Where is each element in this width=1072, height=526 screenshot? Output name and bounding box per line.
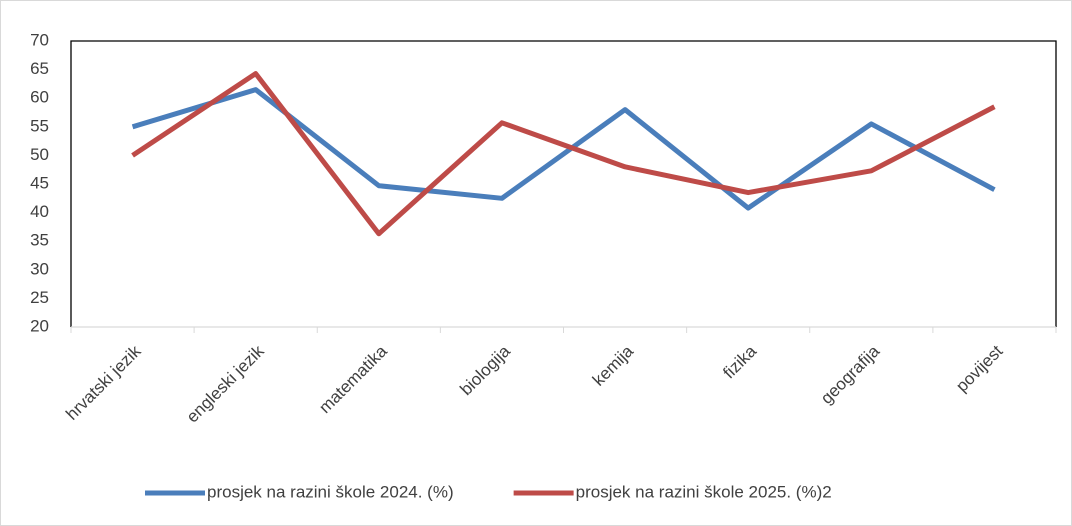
legend-label: prosjek na razini škole 2025. (%)2 bbox=[576, 482, 832, 501]
series-line bbox=[131, 87, 996, 211]
y-tick-label: 50 bbox=[30, 145, 49, 164]
y-tick-label: 55 bbox=[30, 116, 49, 135]
y-tick-label: 30 bbox=[30, 259, 49, 278]
series-line bbox=[131, 71, 996, 237]
y-tick-label: 35 bbox=[30, 231, 49, 250]
y-tick-label: 65 bbox=[30, 59, 49, 78]
y-tick-label: 60 bbox=[30, 88, 49, 107]
legend-label: prosjek na razini škole 2024. (%) bbox=[207, 482, 454, 501]
plot-frame bbox=[70, 40, 1057, 327]
y-tick-label: 40 bbox=[30, 202, 49, 221]
y-tick-label: 70 bbox=[30, 30, 49, 49]
y-tick-label: 20 bbox=[30, 316, 49, 335]
y-tick-label: 25 bbox=[30, 288, 49, 307]
y-tick-label: 45 bbox=[30, 173, 49, 192]
